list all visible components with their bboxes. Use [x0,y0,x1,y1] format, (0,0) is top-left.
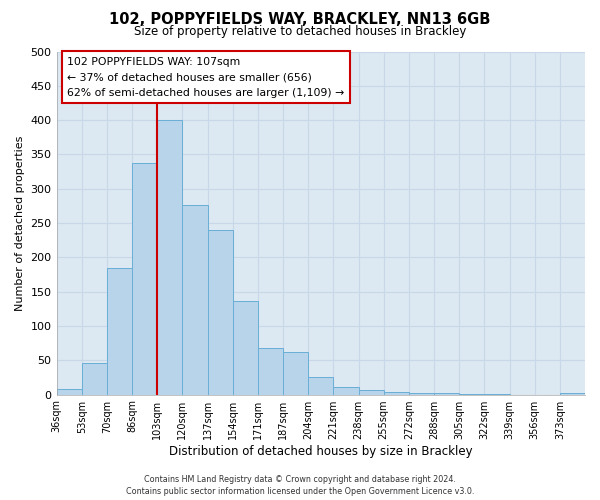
Bar [308,378,334,394]
Bar [258,348,283,395]
Bar [82,363,107,394]
Text: 102 POPPYFIELDS WAY: 107sqm
← 37% of detached houses are smaller (656)
62% of se: 102 POPPYFIELDS WAY: 107sqm ← 37% of det… [67,56,344,98]
Bar [107,268,132,394]
Bar [56,389,82,394]
Bar [182,205,208,394]
Bar [283,352,308,395]
Bar [157,120,182,394]
Y-axis label: Number of detached properties: Number of detached properties [15,136,25,310]
Bar [383,392,409,394]
Bar [560,392,585,394]
Bar [359,390,383,394]
Bar [208,230,233,394]
Bar [233,302,258,394]
Text: Contains HM Land Registry data © Crown copyright and database right 2024.
Contai: Contains HM Land Registry data © Crown c… [126,474,474,496]
Bar [409,392,434,394]
Bar [434,393,459,394]
Bar [132,162,157,394]
Text: Size of property relative to detached houses in Brackley: Size of property relative to detached ho… [134,25,466,38]
X-axis label: Distribution of detached houses by size in Brackley: Distribution of detached houses by size … [169,444,473,458]
Bar [334,387,359,394]
Text: 102, POPPYFIELDS WAY, BRACKLEY, NN13 6GB: 102, POPPYFIELDS WAY, BRACKLEY, NN13 6GB [109,12,491,28]
